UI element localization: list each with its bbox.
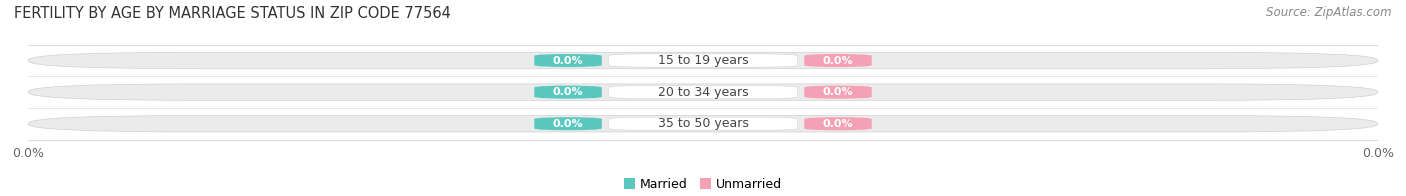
FancyBboxPatch shape — [804, 54, 872, 67]
FancyBboxPatch shape — [804, 85, 872, 99]
Text: Source: ZipAtlas.com: Source: ZipAtlas.com — [1267, 6, 1392, 19]
FancyBboxPatch shape — [534, 85, 602, 99]
FancyBboxPatch shape — [534, 117, 602, 130]
Text: 35 to 50 years: 35 to 50 years — [658, 117, 748, 130]
Text: 0.0%: 0.0% — [823, 55, 853, 65]
Text: 20 to 34 years: 20 to 34 years — [658, 86, 748, 99]
Text: 0.0%: 0.0% — [553, 87, 583, 97]
Legend: Married, Unmarried: Married, Unmarried — [619, 173, 787, 196]
FancyBboxPatch shape — [534, 54, 602, 67]
FancyBboxPatch shape — [609, 85, 797, 99]
Text: 0.0%: 0.0% — [553, 119, 583, 129]
FancyBboxPatch shape — [609, 54, 797, 67]
FancyBboxPatch shape — [28, 115, 1378, 132]
Text: 0.0%: 0.0% — [553, 55, 583, 65]
FancyBboxPatch shape — [804, 117, 872, 130]
FancyBboxPatch shape — [28, 84, 1378, 100]
FancyBboxPatch shape — [28, 52, 1378, 69]
Text: 15 to 19 years: 15 to 19 years — [658, 54, 748, 67]
Text: FERTILITY BY AGE BY MARRIAGE STATUS IN ZIP CODE 77564: FERTILITY BY AGE BY MARRIAGE STATUS IN Z… — [14, 6, 451, 21]
FancyBboxPatch shape — [609, 117, 797, 130]
Text: 0.0%: 0.0% — [823, 87, 853, 97]
Text: 0.0%: 0.0% — [823, 119, 853, 129]
